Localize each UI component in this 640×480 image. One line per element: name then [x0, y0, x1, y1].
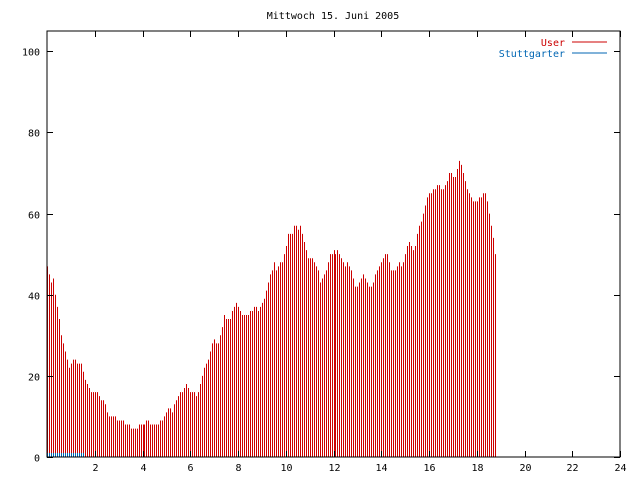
x-tick-label: 22 — [566, 463, 578, 474]
y-axis: 0 20 40 60 80 100 — [22, 48, 620, 465]
x-tick-label: 14 — [375, 463, 387, 474]
x-tick-label: 18 — [471, 463, 483, 474]
x-tick-label: 10 — [280, 463, 292, 474]
x-axis: 2 4 6 8 10 12 14 16 18 20 22 24 — [92, 31, 627, 474]
y-tick-label: 40 — [28, 292, 40, 303]
x-tick-label: 20 — [519, 463, 531, 474]
x-tick-label: 12 — [328, 463, 340, 474]
legend-label-user: User — [541, 38, 565, 49]
legend: User Stuttgarter — [499, 38, 607, 60]
x-tick-label: 16 — [423, 463, 435, 474]
series-stuttgarter — [47, 452, 84, 457]
y-tick-label: 100 — [22, 48, 40, 59]
y-tick-label: 20 — [28, 373, 40, 384]
chart-title: Mittwoch 15. Juni 2005 — [267, 11, 399, 22]
x-tick-label: 24 — [614, 463, 626, 474]
plot-frame — [46, 30, 621, 458]
x-tick-label: 4 — [140, 463, 146, 474]
x-tick-label: 2 — [92, 463, 98, 474]
legend-label-stuttgarter: Stuttgarter — [499, 49, 565, 60]
y-tick-label: 60 — [28, 211, 40, 222]
series-user — [47, 160, 496, 457]
x-tick-label: 8 — [235, 463, 241, 474]
x-tick-label: 6 — [187, 463, 193, 474]
y-tick-label: 0 — [34, 454, 40, 465]
y-tick-label: 80 — [28, 129, 40, 140]
